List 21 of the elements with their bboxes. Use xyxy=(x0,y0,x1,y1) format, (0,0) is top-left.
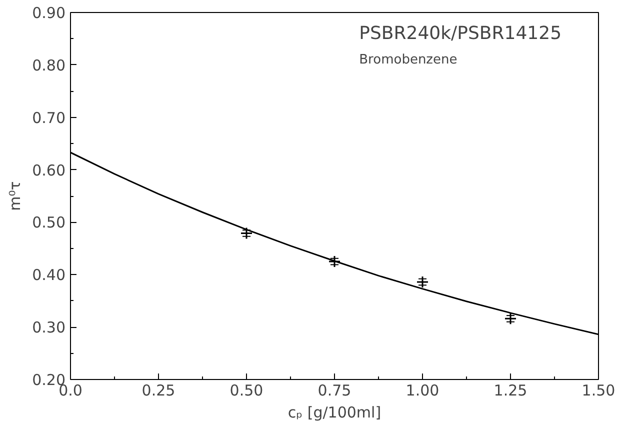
x-tick-label: 1.00 xyxy=(406,382,440,400)
y-tick-label: 0.70 xyxy=(32,108,66,127)
annotation: Bromobenzene xyxy=(359,52,458,68)
y-tick-label: 0.80 xyxy=(32,56,66,74)
y-tick-label: 0.90 xyxy=(32,4,66,22)
annotation: PSBR240k/PSBR14125 xyxy=(359,22,562,44)
point xyxy=(240,226,253,240)
x-tick-label: 0.50 xyxy=(230,382,264,400)
point xyxy=(328,255,341,268)
y-tick-label: 0.50 xyxy=(32,214,66,232)
point xyxy=(416,276,429,288)
x-tick-label: 0.25 xyxy=(142,382,176,400)
y-axis-title: m⁰τ xyxy=(6,181,24,211)
x-tick-label: 1.25 xyxy=(494,382,528,400)
y-tick-label: 0.40 xyxy=(32,266,66,284)
x-tick-label: 0.75 xyxy=(318,382,352,400)
x-axis-title: cₚ [g/100ml] xyxy=(288,404,382,422)
point xyxy=(504,312,517,325)
y-tick-label: 0.30 xyxy=(32,318,66,337)
x-tick-label: 1.50 xyxy=(582,382,616,400)
y-tick-label: 0.60 xyxy=(32,161,66,180)
